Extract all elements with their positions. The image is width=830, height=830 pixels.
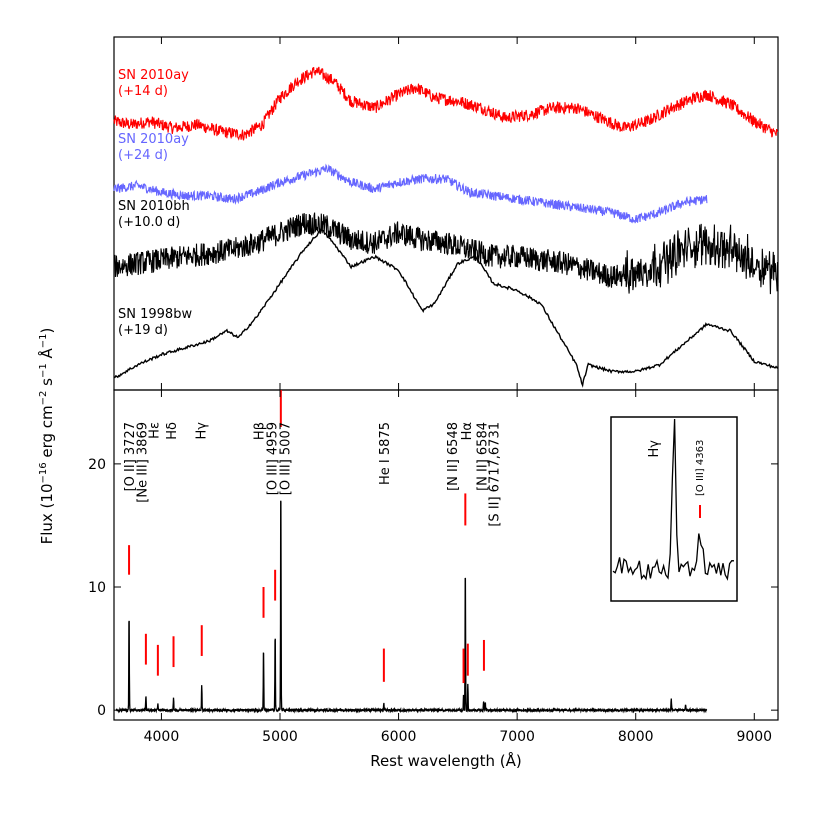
inset-series: [612, 418, 735, 581]
y-axis-label: Flux (10−16 erg cm−2 s−1 Å−1): [37, 328, 56, 545]
line-label-0: [O II] 3727: [123, 422, 138, 491]
y-tick-label-2: 20: [88, 457, 106, 473]
x-tick-label-3: 7000: [499, 729, 535, 745]
series-label-2010ay-14: SN 2010ay: [118, 68, 189, 83]
line-label-3: Hδ: [165, 422, 180, 440]
x-tick-label-5: 9000: [736, 729, 772, 745]
top-panel-series: [113, 66, 779, 388]
series-label-2010ay-24: SN 2010ay: [118, 132, 189, 147]
bottom-panel-series: [115, 500, 708, 714]
top-series-line-0: [113, 66, 779, 141]
bottom-series-line: [115, 500, 708, 714]
x-tick-label-1: 5000: [262, 729, 298, 745]
top-panel-labels: SN 2010ay (+14 d) SN 2010ay (+24 d) SN 2…: [118, 68, 192, 338]
inset-label-oiii-4363: [O III] 4363: [695, 440, 706, 496]
inset-label-hgamma: Hγ: [647, 440, 662, 458]
bottom-panel-frame: [113, 389, 779, 721]
series-label-1998bw: SN 1998bw: [118, 307, 192, 322]
top-series-line-2: [113, 212, 779, 295]
x-tick-label-2: 6000: [381, 729, 417, 745]
line-label-7: [O III] 5007: [279, 422, 294, 495]
line-label-8: He I 5875: [378, 422, 393, 485]
y-tick-label-1: 10: [88, 580, 106, 596]
top-series-line-3: [114, 227, 779, 388]
series-phase-2010bh: (+10.0 d): [118, 215, 180, 230]
x-axis-label: Rest wavelength (Å): [370, 751, 522, 770]
top-panel-frame: [113, 36, 779, 391]
series-phase-1998bw: (+19 d): [118, 323, 168, 338]
line-label-2: Hε: [148, 422, 163, 439]
x-tick-label-4: 8000: [618, 729, 654, 745]
axes: 4000 5000 6000 7000 8000 9000 0 10 20: [88, 37, 778, 745]
inset-panel: Hγ [O III] 4363: [610, 416, 738, 602]
y-tick-label-0: 0: [97, 703, 106, 719]
line-label-4: Hγ: [195, 422, 210, 440]
line-label-12: [S II] 6717,6731: [487, 422, 502, 527]
series-phase-2010ay-14: (+14 d): [118, 84, 168, 99]
line-label-5: Hβ: [253, 422, 268, 440]
line-label-9: [N II] 6548: [446, 422, 461, 491]
line-label-1: [Ne III] 3869: [135, 422, 150, 503]
top-series-line-1: [113, 163, 708, 224]
line-markers: [128, 390, 485, 684]
line-label-10: Hα: [460, 422, 475, 440]
line-label-6: [O III] 4959: [266, 422, 281, 495]
series-phase-2010ay-24: (+24 d): [118, 148, 168, 163]
inset-spectrum-line: [612, 418, 735, 581]
line-label-11: [N II] 6584: [476, 422, 491, 491]
x-tick-label-0: 4000: [144, 729, 180, 745]
series-label-2010bh: SN 2010bh: [118, 199, 190, 214]
